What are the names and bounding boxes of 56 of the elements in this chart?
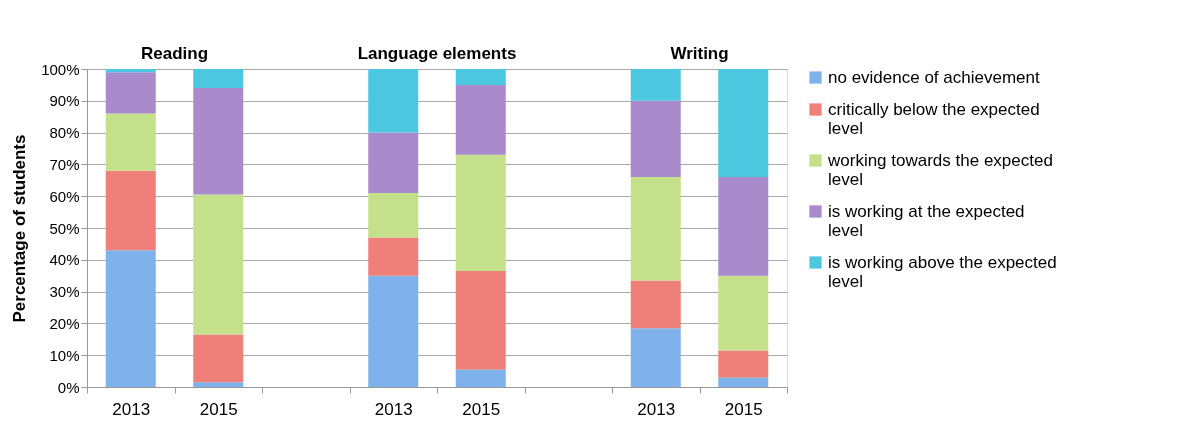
legend-label: critically below the expected level	[828, 99, 1040, 138]
bar	[630, 177, 681, 281]
bar	[105, 69, 156, 73]
bar	[455, 69, 506, 85]
bar	[193, 69, 244, 89]
legend-label: is working above the expected level	[828, 252, 1057, 291]
y-tick-label: 0%	[57, 378, 80, 396]
y-axis-title: Percentage of students	[10, 134, 30, 323]
y-tick-label: 50%	[49, 219, 80, 237]
bar	[630, 280, 681, 329]
legend-label: no evidence of achievement	[828, 67, 1040, 87]
x-tick-label: 2015	[724, 399, 763, 419]
bar	[368, 69, 419, 133]
bar	[193, 382, 244, 387]
bar	[105, 72, 156, 114]
bar	[368, 132, 419, 194]
bar	[718, 377, 769, 387]
bar	[193, 334, 244, 383]
x-tick-label: 2013	[374, 399, 413, 419]
bar	[718, 69, 769, 178]
bar	[368, 275, 419, 387]
bar	[193, 88, 244, 195]
bar	[718, 177, 769, 276]
text: Writing	[670, 44, 729, 63]
text: Reading	[140, 44, 209, 63]
bar	[630, 328, 681, 387]
bar	[455, 270, 506, 370]
bar	[630, 100, 681, 178]
bar	[105, 250, 156, 387]
y-tick-label: 20%	[49, 314, 80, 332]
text: Language elements	[357, 44, 517, 63]
bar	[455, 84, 506, 155]
bar	[368, 237, 419, 276]
y-tick-label: 60%	[49, 187, 80, 205]
bar	[718, 275, 769, 351]
x-tick-label: 2015	[199, 399, 238, 419]
bar	[105, 113, 156, 171]
legend-label: working towards the expected level	[827, 150, 1053, 189]
bar	[105, 170, 156, 251]
bar	[718, 350, 769, 378]
y-tick-label: 40%	[49, 251, 80, 269]
y-tick-label: 90%	[49, 92, 80, 110]
y-tick-label: 10%	[49, 346, 80, 364]
y-tick-label: 70%	[49, 155, 80, 173]
y-tick-label: 100%	[41, 60, 80, 78]
x-tick-label: 2013	[112, 399, 151, 419]
bar	[455, 154, 506, 271]
x-tick-label: 2013	[637, 399, 676, 419]
y-tick-label: 80%	[49, 124, 80, 142]
x-tick-label: 2015	[462, 399, 501, 419]
bar	[455, 369, 506, 387]
bar	[368, 193, 419, 238]
legend-label: is working at the expected level	[828, 201, 1025, 240]
bar	[630, 69, 681, 101]
y-tick-label: 30%	[49, 283, 80, 301]
bar	[193, 194, 244, 335]
